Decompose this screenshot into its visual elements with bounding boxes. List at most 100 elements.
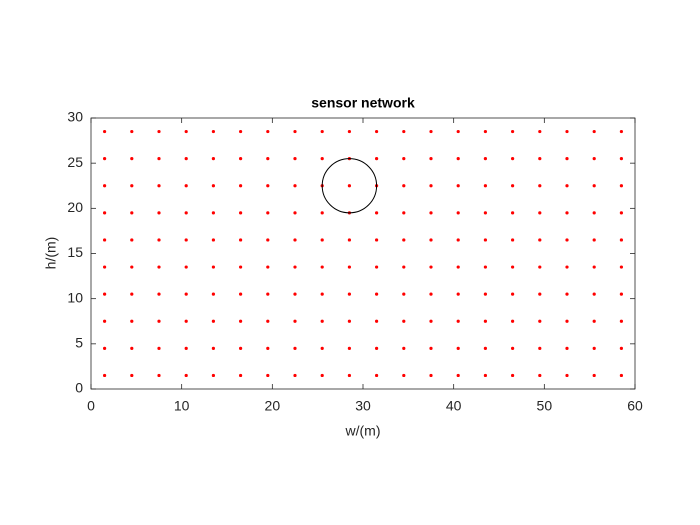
sensor-point <box>538 157 542 161</box>
sensor-point <box>293 292 297 296</box>
sensor-point <box>239 211 243 215</box>
sensor-point <box>483 157 487 161</box>
sensor-point <box>293 238 297 242</box>
sensor-point <box>510 238 515 242</box>
sensor-point <box>184 129 188 134</box>
sensor-point <box>483 319 487 323</box>
sensor-point <box>239 292 243 296</box>
sensor-point <box>619 238 624 242</box>
sensor-point <box>402 346 406 350</box>
sensor-point <box>483 373 487 378</box>
sensor-point <box>483 265 487 269</box>
sensor-point <box>375 238 379 242</box>
sensor-point <box>592 346 596 350</box>
sensor-point <box>211 265 215 269</box>
sensor-point <box>429 346 433 350</box>
sensor-point <box>130 346 134 350</box>
y-tick-label: 10 <box>67 289 83 305</box>
sensor-point <box>456 319 460 323</box>
sensor-point <box>592 211 596 215</box>
sensor-point <box>103 319 107 323</box>
sensor-point <box>592 292 596 296</box>
sensor-point <box>538 211 542 215</box>
sensor-point <box>130 238 134 242</box>
sensor-point <box>211 157 215 161</box>
sensor-point <box>483 184 487 188</box>
sensor-point <box>211 373 215 378</box>
sensor-point <box>592 129 596 134</box>
sensor-point <box>130 211 134 215</box>
sensor-point <box>402 211 406 215</box>
sensor-point <box>538 373 542 378</box>
sensor-point <box>456 157 460 161</box>
sensor-point <box>293 157 297 161</box>
sensor-point <box>130 129 134 134</box>
y-tick-label: 20 <box>67 199 83 215</box>
sensor-point <box>103 129 107 134</box>
sensor-point <box>510 265 515 269</box>
sensor-point <box>184 238 188 242</box>
sensor-point <box>375 265 379 269</box>
sensor-point <box>347 238 351 242</box>
sensor-point <box>211 346 215 350</box>
sensor-point <box>184 265 188 269</box>
sensor-point <box>266 211 270 215</box>
sensor-point <box>266 265 270 269</box>
x-tick-label: 50 <box>537 398 553 414</box>
sensor-point <box>375 157 379 161</box>
sensor-point <box>429 129 433 134</box>
y-axis-label: h/(m) <box>43 237 59 270</box>
sensor-point <box>157 265 161 269</box>
sensor-point <box>456 292 460 296</box>
sensor-point <box>320 211 324 215</box>
sensor-point <box>103 157 107 161</box>
sensor-point <box>184 292 188 296</box>
sensor-point <box>130 184 134 188</box>
x-tick-label: 60 <box>627 398 643 414</box>
sensor-point <box>483 292 487 296</box>
sensor-point <box>619 265 624 269</box>
sensor-point <box>103 265 107 269</box>
sensor-point <box>293 319 297 323</box>
sensor-point <box>266 129 270 134</box>
sensor-point <box>320 238 324 242</box>
sensor-point <box>103 184 107 188</box>
x-tick-label: 40 <box>446 398 462 414</box>
sensor-point <box>375 319 379 323</box>
sensor-point <box>619 157 624 161</box>
sensor-point <box>130 373 134 378</box>
sensor-point <box>402 292 406 296</box>
sensor-point <box>375 373 379 378</box>
chart-title: sensor network <box>311 95 415 111</box>
y-tick-label: 25 <box>67 154 83 170</box>
sensor-point <box>429 292 433 296</box>
sensor-point <box>565 238 569 242</box>
sensor-point <box>239 157 243 161</box>
sensor-point <box>565 346 569 350</box>
sensor-point <box>402 184 406 188</box>
sensor-point <box>157 319 161 323</box>
sensor-point <box>592 157 596 161</box>
sensor-point <box>320 292 324 296</box>
sensor-point <box>239 184 243 188</box>
sensor-point <box>293 129 297 134</box>
sensor-point <box>184 184 188 188</box>
sensor-point <box>565 129 569 134</box>
sensor-point <box>402 238 406 242</box>
sensor-point <box>239 373 243 378</box>
sensor-point <box>184 211 188 215</box>
x-tick-label: 30 <box>355 398 371 414</box>
sensor-point <box>130 319 134 323</box>
sensor-point <box>565 265 569 269</box>
sensor-point <box>619 319 624 323</box>
sensor-point <box>293 211 297 215</box>
sensor-point <box>157 346 161 350</box>
sensor-point <box>103 238 107 242</box>
sensor-point <box>375 211 379 215</box>
sensor-point <box>293 184 297 188</box>
sensor-point <box>157 292 161 296</box>
sensor-point <box>565 157 569 161</box>
sensor-point <box>103 346 107 350</box>
